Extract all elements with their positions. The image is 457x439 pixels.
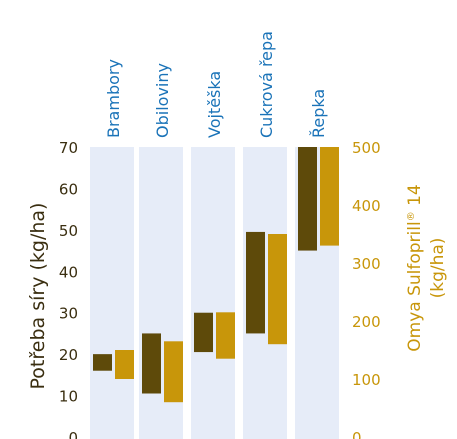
left-tick-label: 60 — [59, 180, 78, 198]
right-axis-ticks: 0 100 200 300 400 500 — [352, 139, 381, 439]
right-tick-label: 400 — [352, 197, 381, 215]
left-tick-label: 40 — [59, 263, 78, 281]
right-axis-title-num: 14 — [405, 184, 425, 211]
range-bars — [93, 147, 339, 403]
left-axis-ticks: 0 10 20 30 40 50 60 70 — [59, 139, 78, 439]
right-tick-label: 100 — [352, 371, 381, 389]
bar-sulfur-need — [298, 147, 317, 251]
bar-sulfur-need — [246, 231, 265, 334]
bar-sulfoprill-dose — [115, 350, 134, 379]
category-panel — [191, 147, 235, 439]
bar-sulfoprill-dose — [164, 341, 183, 403]
category-label: Řepka — [309, 89, 328, 138]
bar-sulfoprill-dose — [268, 234, 287, 345]
left-tick-label: 10 — [59, 388, 78, 406]
right-axis-title-line2: (kg/ha) — [428, 238, 448, 299]
bar-sulfoprill-dose — [216, 312, 235, 359]
bar-sulfoprill-dose — [320, 147, 339, 246]
right-axis-title-reg: ® — [406, 211, 417, 221]
right-tick-label: 500 — [352, 139, 381, 157]
left-tick-label: 50 — [59, 222, 78, 240]
category-labels: Brambory Obiloviny Vojtěška Cukrová řepa Řep… — [104, 31, 328, 138]
right-axis-title: Omya Sulfoprill® 14 (kg/ha) — [405, 184, 448, 352]
right-tick-label: 0 — [352, 429, 362, 439]
category-panel — [90, 147, 134, 439]
left-tick-label: 0 — [68, 429, 78, 439]
right-tick-label: 300 — [352, 255, 381, 273]
top-left-blank — [0, 0, 40, 10]
category-label: Brambory — [104, 59, 123, 138]
category-label: Vojtěška — [205, 71, 224, 138]
left-axis-title: Potřeba síry (kg/ha) — [27, 203, 49, 390]
bar-sulfur-need — [93, 354, 112, 371]
left-tick-label: 70 — [59, 139, 78, 157]
left-tick-label: 20 — [59, 346, 78, 364]
right-tick-label: 200 — [352, 313, 381, 331]
left-tick-label: 30 — [59, 305, 78, 323]
category-label: Cukrová řepa — [257, 31, 276, 138]
bar-sulfur-need — [142, 333, 161, 394]
right-axis-title-main: Omya Sulfoprill — [405, 221, 425, 351]
right-axis-title-line1: Omya Sulfoprill® 14 — [405, 184, 425, 352]
bar-sulfur-need — [194, 312, 213, 353]
category-label: Obiloviny — [153, 63, 172, 138]
